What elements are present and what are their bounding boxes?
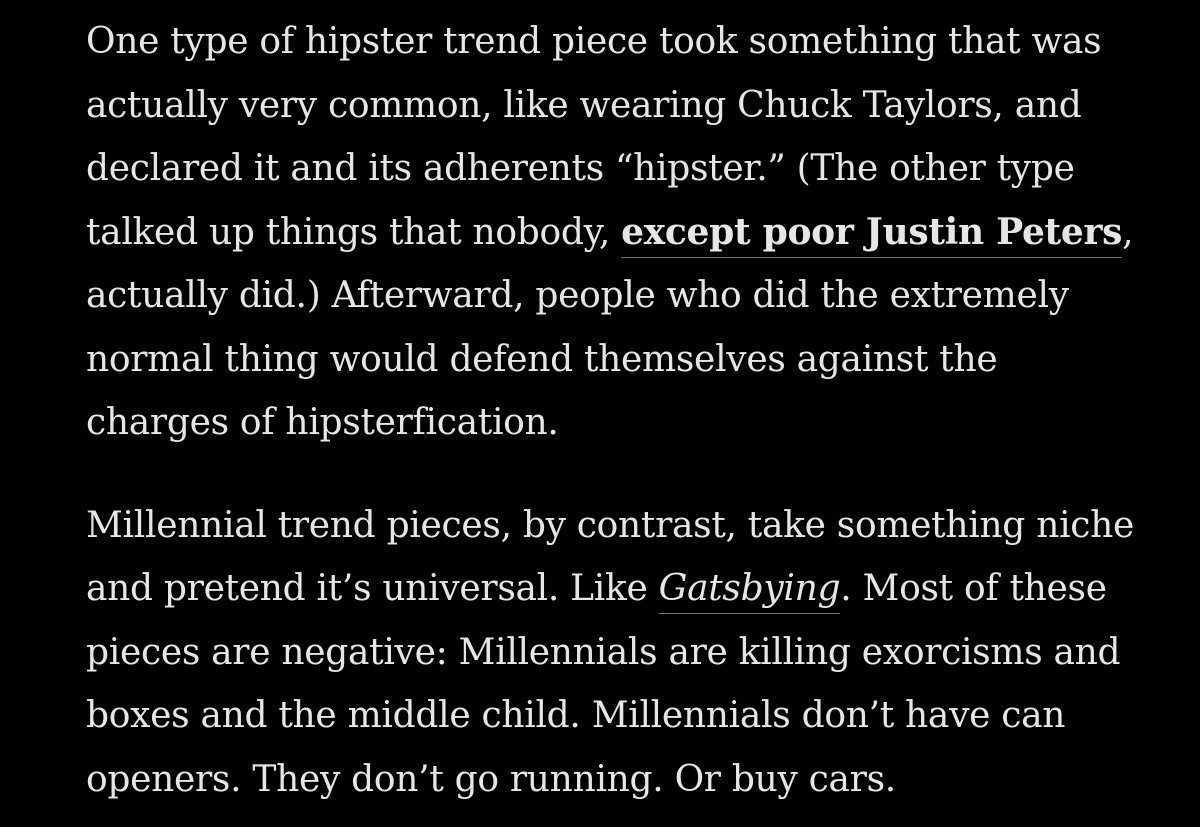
article-body: One type of hipster trend piece took som… xyxy=(86,10,1146,811)
text-segment: talked up things that nobody, xyxy=(86,211,622,253)
link-gatsbying[interactable]: Gatsbying xyxy=(658,568,841,614)
text-line: charges of hipsterfication. xyxy=(86,402,559,443)
text-line: actually did.) Afterward, people who did… xyxy=(86,275,1069,316)
paragraph-millennial-trend: Millennial trend pieces, by contrast, ta… xyxy=(86,494,1146,812)
text-line: Millennial trend pieces, by contrast, ta… xyxy=(86,504,1135,546)
text-line: actually very common, like wearing Chuck… xyxy=(86,84,1082,126)
text-line-with-link: and pretend it’s universal. Like Gatsbyi… xyxy=(86,557,1146,621)
text-segment: . Most of these xyxy=(840,568,1107,609)
text-line-with-link: talked up things that nobody, except poo… xyxy=(86,201,1146,265)
paragraph-hipster-trend: One type of hipster trend piece took som… xyxy=(86,10,1146,455)
text-line: declared it and its adherents “hipster.”… xyxy=(86,148,1075,189)
text-segment: and pretend it’s universal. Like xyxy=(86,568,659,609)
text-line: pieces are negative: Millennials are kil… xyxy=(86,631,1121,673)
text-line: openers. They don’t go running. Or buy c… xyxy=(86,758,896,800)
text-segment: , xyxy=(1122,211,1134,253)
text-line: boxes and the middle child. Millennials … xyxy=(86,695,1066,736)
link-justin-peters[interactable]: except poor Justin Peters xyxy=(621,210,1122,258)
text-line: One type of hipster trend piece took som… xyxy=(86,21,1102,62)
text-line: normal thing would defend themselves aga… xyxy=(86,338,998,380)
